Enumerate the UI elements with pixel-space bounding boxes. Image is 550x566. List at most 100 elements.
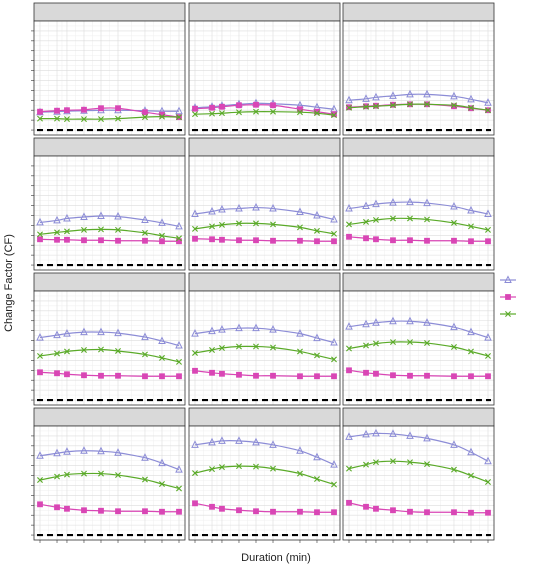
- data-point-rqm-stroke-b: [313, 352, 320, 359]
- data-point-rqm: [253, 343, 259, 350]
- data-point-qdm: [331, 238, 337, 245]
- data-point-rqm-stroke-b: [158, 354, 165, 361]
- data-point-rqm: [467, 104, 474, 111]
- series-line-dqm: [348, 201, 489, 215]
- data-point-rqm-stroke-b: [389, 339, 396, 346]
- data-point-qdm: [346, 499, 352, 506]
- data-point-qdm: [98, 105, 104, 112]
- data-point-rqm-stroke-b: [98, 116, 104, 123]
- data-point-rqm: [467, 348, 474, 355]
- panel-border: [342, 425, 495, 541]
- data-point-qdm: [64, 371, 70, 378]
- data-point-rqm: [115, 347, 121, 354]
- data-point-rqm: [346, 104, 352, 111]
- data-point-qdm: [37, 236, 43, 243]
- data-point-rqm: [115, 115, 121, 122]
- data-point-rqm: [192, 111, 198, 118]
- data-point-rqm-stroke-b: [485, 352, 491, 359]
- data-point-dqm: [313, 333, 321, 342]
- data-point-rqm-stroke-b: [389, 102, 396, 109]
- data-point-rqm-stroke-b: [331, 112, 337, 119]
- panel-strip: [188, 137, 341, 157]
- data-point-rqm-stroke-b: [218, 345, 225, 351]
- data-point-dqm: [450, 322, 458, 331]
- data-point-rqm: [363, 103, 370, 110]
- data-point-dqm: [269, 440, 277, 448]
- data-point-dqm: [252, 202, 260, 211]
- panel-5: [342, 2, 495, 136]
- data-point-rqm-stroke-b: [63, 116, 70, 123]
- data-point-rqm: [115, 472, 121, 479]
- chart-panels: [33, 2, 495, 541]
- data-point-rqm: [54, 229, 61, 236]
- data-point-rqm: [253, 463, 259, 470]
- data-point-qdm: [451, 509, 457, 516]
- data-point-rqm-stroke-b: [450, 466, 457, 473]
- data-point-dqm: [362, 201, 370, 210]
- data-point-rqm-stroke-b: [363, 461, 370, 468]
- data-point-rqm: [235, 343, 242, 350]
- data-point-dqm: [330, 460, 338, 468]
- panel-strip: [33, 2, 186, 22]
- data-point-rqm-stroke-b: [389, 458, 396, 465]
- data-point-rqm-stroke-b: [209, 346, 216, 353]
- data-point-rqm-stroke-b: [54, 115, 61, 122]
- data-point-rqm: [158, 481, 165, 487]
- data-point-qdm: [209, 104, 215, 111]
- panel-100: [342, 407, 495, 541]
- data-point-rqm: [372, 216, 379, 223]
- data-point-rqm-stroke-b: [54, 229, 61, 236]
- data-point-qdm: [176, 508, 182, 515]
- data-point-rqm: [80, 116, 87, 123]
- data-point-rqm-stroke-b: [424, 216, 430, 223]
- panel-border: [188, 20, 341, 136]
- legend-item-qdm: [500, 294, 516, 300]
- panel-40: [342, 272, 495, 406]
- data-point-qdm: [253, 372, 259, 379]
- data-point-rqm: [37, 231, 43, 238]
- data-point-dqm: [208, 206, 216, 215]
- data-point-qdm: [236, 102, 242, 109]
- data-point-qdm: [297, 508, 303, 515]
- data-point-rqm-stroke-b: [235, 463, 242, 470]
- data-point-qdm: [314, 373, 320, 380]
- data-point-dqm: [450, 91, 458, 100]
- data-point-rqm-stroke-b: [467, 223, 474, 230]
- data-point-rqm: [363, 342, 370, 349]
- data-point-rqm: [141, 476, 148, 483]
- data-point-rqm: [450, 344, 457, 350]
- data-point-qdm: [81, 106, 87, 113]
- data-point-rqm: [331, 112, 337, 119]
- panel-border: [188, 425, 341, 541]
- data-point-qdm: [142, 373, 148, 380]
- data-point-rqm: [80, 346, 87, 353]
- data-point-dqm: [406, 197, 414, 206]
- data-point-rqm-stroke-b: [296, 109, 303, 116]
- data-point-dqm: [114, 448, 122, 456]
- data-point-rqm-stroke-b: [346, 465, 352, 472]
- data-point-qdm: [407, 372, 413, 379]
- data-point-qdm: [451, 373, 457, 380]
- data-point-dqm: [389, 316, 397, 325]
- data-point-rqm-stroke-b: [389, 215, 396, 222]
- data-point-qdm: [373, 370, 379, 377]
- data-point-qdm: [485, 509, 491, 516]
- data-point-rqm: [209, 346, 216, 353]
- data-point-dqm: [423, 198, 431, 207]
- data-point-rqm-stroke-b: [485, 226, 491, 233]
- data-point-dqm: [53, 448, 61, 457]
- data-point-rqm-stroke-b: [192, 470, 198, 477]
- series-line-dqm: [194, 440, 335, 466]
- panel-strip: [33, 407, 186, 427]
- data-point-dqm: [191, 440, 199, 448]
- data-point-rqm: [209, 110, 216, 117]
- legend-key-marker-rqm: [505, 311, 511, 317]
- data-point-dqm: [36, 332, 44, 341]
- data-point-rqm: [389, 215, 396, 222]
- data-point-dqm: [97, 211, 105, 219]
- data-point-qdm: [468, 373, 474, 380]
- data-point-dqm: [423, 318, 431, 326]
- data-point-dqm: [330, 337, 338, 346]
- data-point-qdm: [142, 237, 148, 244]
- x-axis-title: Duration (min): [241, 552, 311, 564]
